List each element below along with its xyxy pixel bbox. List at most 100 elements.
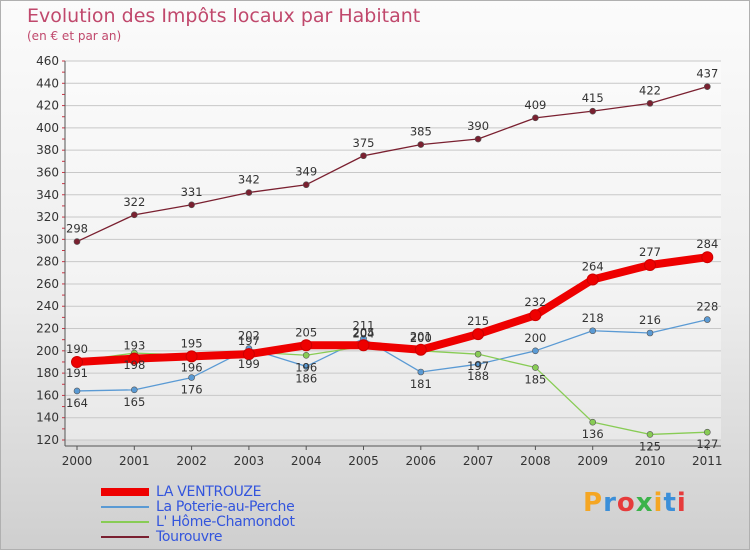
- legend-label: L' Hôme-Chamondot: [156, 514, 295, 530]
- data-label-la-ventrouze: 190: [66, 342, 88, 356]
- x-tick-label: 2001: [119, 454, 150, 468]
- data-point-la-ventrouze: [300, 339, 313, 352]
- data-label-l-h-me-chamondot: 196: [181, 360, 203, 374]
- data-label-la-poterie-au-perche: 188: [467, 369, 489, 383]
- data-label-tourouvre: 437: [696, 67, 718, 81]
- x-tick-label: 2003: [234, 454, 265, 468]
- y-tick-label: 260: [36, 277, 59, 291]
- data-point-la-ventrouze: [185, 350, 198, 363]
- data-label-tourouvre: 331: [181, 185, 203, 199]
- data-point-la-ventrouze: [472, 328, 485, 341]
- data-label-l-h-me-chamondot: 136: [582, 427, 604, 441]
- data-label-la-poterie-au-perche: 165: [123, 395, 145, 409]
- data-label-tourouvre: 385: [410, 125, 432, 139]
- data-point-l-h-me-chamondot: [474, 350, 482, 358]
- data-point-la-ventrouze: [701, 251, 714, 264]
- data-label-tourouvre: 342: [238, 173, 260, 187]
- data-label-la-poterie-au-perche: 164: [66, 396, 88, 410]
- x-tick-label: 2007: [463, 454, 494, 468]
- data-point-tourouvre: [188, 201, 195, 209]
- y-tick-label: 280: [36, 255, 59, 269]
- data-point-la-ventrouze: [529, 309, 542, 322]
- y-tick-label: 420: [36, 99, 59, 113]
- data-label-l-h-me-chamondot: 197: [467, 359, 489, 373]
- data-label-la-poterie-au-perche: 200: [524, 331, 546, 345]
- x-tick-label: 2000: [62, 454, 93, 468]
- y-tick-label: 360: [36, 165, 59, 179]
- legend-swatch: [101, 521, 149, 523]
- series-line-la-ventrouze: [73, 253, 712, 366]
- data-label-la-ventrouze: 284: [696, 237, 718, 251]
- data-point-tourouvre: [417, 141, 425, 148]
- data-label-l-h-me-chamondot: 191: [66, 366, 88, 380]
- y-tick-label: 440: [36, 76, 59, 90]
- data-point-l-h-me-chamondot: [589, 418, 597, 426]
- data-point-tourouvre: [646, 100, 654, 107]
- y-tick-label: 380: [36, 143, 59, 157]
- data-label-la-poterie-au-perche: 202: [238, 329, 260, 343]
- data-point-la-poterie-au-perche: [131, 386, 138, 394]
- data-label-la-ventrouze: 201: [410, 330, 432, 344]
- data-label-la-poterie-au-perche: 176: [181, 383, 203, 397]
- data-point-tourouvre: [474, 135, 482, 143]
- data-point-la-ventrouze: [414, 343, 427, 356]
- data-point-tourouvre: [360, 152, 367, 160]
- legend-swatch: [101, 536, 149, 538]
- data-point-la-ventrouze: [586, 273, 599, 286]
- y-tick-label: 220: [36, 322, 59, 336]
- data-label-la-ventrouze: 197: [238, 334, 260, 348]
- data-label-l-h-me-chamondot: 199: [238, 357, 260, 371]
- x-tick-label: 2005: [348, 454, 379, 468]
- y-tick-label: 200: [36, 344, 59, 358]
- data-label-la-ventrouze: 277: [639, 245, 661, 259]
- x-tick-label: 2004: [291, 454, 322, 468]
- data-label-la-poterie-au-perche: 186: [295, 371, 317, 385]
- data-point-la-poterie-au-perche: [73, 387, 81, 395]
- series-line-tourouvre: [76, 85, 708, 243]
- data-label-la-ventrouze: 215: [467, 314, 489, 328]
- data-point-l-h-me-chamondot: [703, 428, 711, 436]
- data-point-la-ventrouze: [357, 339, 370, 352]
- data-label-l-h-me-chamondot: 127: [696, 437, 718, 451]
- x-tick-label: 2009: [577, 454, 608, 468]
- chart-title: Evolution des Impôts locaux par Habitant: [27, 5, 421, 27]
- y-tick-label: 300: [36, 232, 59, 246]
- data-point-la-poterie-au-perche: [417, 368, 425, 376]
- series-line-la-poterie-au-perche: [76, 318, 708, 392]
- data-point-l-h-me-chamondot: [532, 364, 539, 371]
- data-label-l-h-me-chamondot: 204: [353, 326, 375, 340]
- data-label-l-h-me-chamondot: 198: [123, 358, 145, 372]
- y-tick-label: 180: [36, 366, 59, 380]
- data-label-la-ventrouze: 193: [123, 339, 145, 353]
- data-label-la-ventrouze: 195: [181, 336, 203, 350]
- data-label-tourouvre: 415: [582, 91, 604, 105]
- y-tick-label: 120: [36, 433, 59, 447]
- x-tick-label: 2006: [406, 454, 437, 468]
- y-tick-label: 340: [36, 188, 59, 202]
- data-label-tourouvre: 422: [639, 83, 661, 97]
- data-label-tourouvre: 409: [524, 98, 546, 112]
- data-label-tourouvre: 375: [353, 136, 375, 150]
- data-label-la-ventrouze: 205: [295, 325, 317, 339]
- y-tick-label: 400: [36, 121, 59, 135]
- data-point-l-h-me-chamondot: [302, 351, 310, 359]
- data-point-la-poterie-au-perche: [474, 360, 482, 368]
- data-point-tourouvre: [302, 181, 310, 189]
- data-point-la-poterie-au-perche: [188, 374, 195, 381]
- data-point-tourouvre: [131, 211, 138, 219]
- y-tick-label: 240: [36, 299, 59, 313]
- x-tick-label: 2008: [520, 454, 551, 468]
- data-label-la-ventrouze: 232: [524, 295, 546, 309]
- data-point-la-poterie-au-perche: [589, 327, 597, 335]
- data-label-tourouvre: 322: [123, 195, 145, 209]
- data-label-la-poterie-au-perche: 211: [353, 319, 375, 333]
- data-point-la-ventrouze: [128, 352, 141, 365]
- legend-swatch: [101, 488, 149, 496]
- legend-label: La Poterie-au-Perche: [156, 499, 295, 515]
- proxiti-logo: Proxiti: [583, 488, 687, 518]
- data-label-la-ventrouze: 264: [582, 259, 604, 273]
- data-point-la-poterie-au-perche: [302, 363, 310, 370]
- data-label-la-poterie-au-perche: 228: [696, 300, 718, 314]
